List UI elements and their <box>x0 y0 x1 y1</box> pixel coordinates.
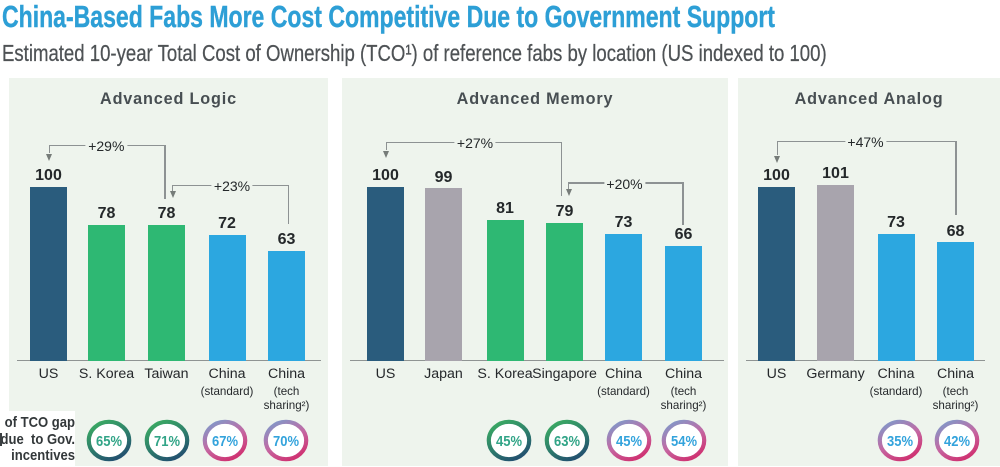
svg-text:67%: 67% <box>212 434 238 450</box>
svg-text:71%: 71% <box>154 434 180 450</box>
svg-text:42%: 42% <box>944 434 970 450</box>
svg-text:45%: 45% <box>496 434 522 450</box>
svg-text:65%: 65% <box>96 434 122 450</box>
svg-text:63%: 63% <box>554 434 580 450</box>
svg-text:45%: 45% <box>616 434 642 450</box>
svg-text:54%: 54% <box>671 434 697 450</box>
svg-text:70%: 70% <box>273 434 299 450</box>
svg-text:35%: 35% <box>887 434 913 450</box>
